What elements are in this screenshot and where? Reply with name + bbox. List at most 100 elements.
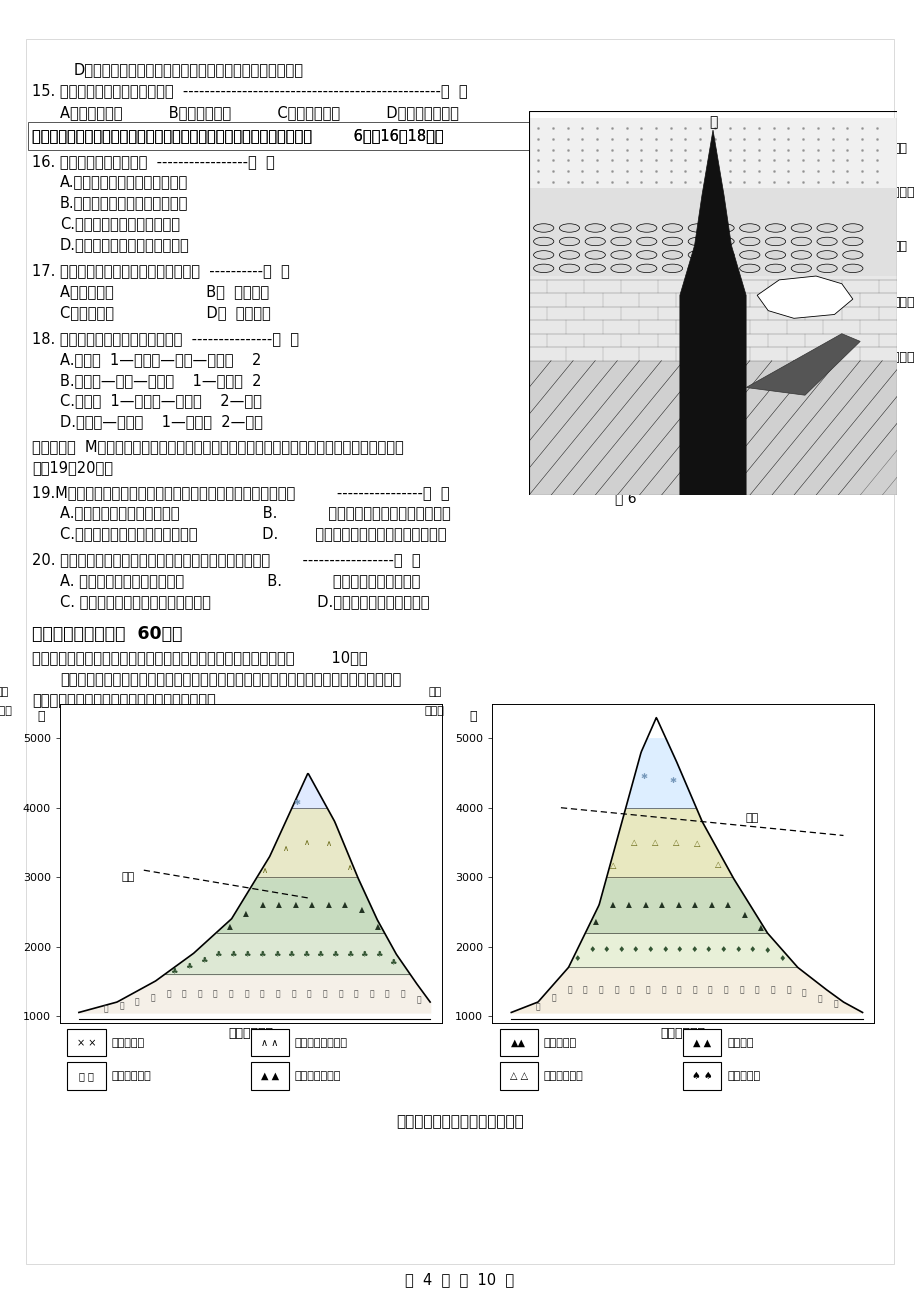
Text: △: △ xyxy=(630,838,637,847)
Text: ▲: ▲ xyxy=(276,900,282,909)
Text: 千 千: 千 千 xyxy=(79,1071,94,1081)
Ellipse shape xyxy=(584,224,605,232)
Text: 热带稀树草原带: 热带稀树草原带 xyxy=(294,1071,341,1081)
Ellipse shape xyxy=(636,224,656,232)
Text: 二、综合分析题（共  60分）: 二、综合分析题（共 60分） xyxy=(32,625,182,644)
Text: ♦: ♦ xyxy=(748,946,755,955)
Ellipse shape xyxy=(610,237,630,246)
Ellipse shape xyxy=(687,250,708,259)
Text: 高山草原、草甸带: 高山草原、草甸带 xyxy=(294,1037,347,1048)
Ellipse shape xyxy=(713,265,733,272)
Ellipse shape xyxy=(816,265,836,272)
Text: ♣: ♣ xyxy=(185,962,192,969)
X-axis label: 乙（南半球）: 乙（南半球） xyxy=(660,1027,705,1040)
Text: ♦: ♦ xyxy=(661,946,668,955)
Text: 雪线: 雪线 xyxy=(121,872,135,882)
Ellipse shape xyxy=(559,265,579,272)
Text: ▲: ▲ xyxy=(675,900,681,909)
Text: ▲: ▲ xyxy=(757,924,763,932)
Ellipse shape xyxy=(662,237,682,246)
Text: ▲: ▲ xyxy=(358,904,364,913)
Text: 千: 千 xyxy=(401,989,405,998)
Text: 回答19～20题。: 回答19～20题。 xyxy=(32,460,113,476)
Ellipse shape xyxy=(687,265,708,272)
Ellipse shape xyxy=(533,224,553,232)
Text: ∧: ∧ xyxy=(283,844,289,853)
Text: 千: 千 xyxy=(416,995,421,1003)
Text: 千: 千 xyxy=(385,989,390,998)
Text: ▲▲: ▲▲ xyxy=(511,1037,526,1048)
Text: B.石灰岩—砂岩—岩浆岩    1—岩浆岩  2: B.石灰岩—砂岩—岩浆岩 1—岩浆岩 2 xyxy=(60,373,261,388)
Text: 千: 千 xyxy=(739,985,743,994)
Text: ▲: ▲ xyxy=(325,900,331,909)
Bar xyxy=(499,1029,538,1057)
Text: （六）地质剖面图能示意局部地区岩层形成的时间顺序及地质构造。读图         6回答16～18题。: （六）地质剖面图能示意局部地区岩层形成的时间顺序及地质构造。读图 6回答16～1… xyxy=(32,128,443,143)
Ellipse shape xyxy=(610,250,630,259)
Text: 千: 千 xyxy=(276,989,280,998)
Ellipse shape xyxy=(559,224,579,232)
Text: 图 6: 图 6 xyxy=(614,491,636,506)
Text: △: △ xyxy=(694,839,700,848)
Text: （米）: （米） xyxy=(425,706,445,717)
Text: ♠ ♠: ♠ ♠ xyxy=(691,1071,711,1081)
Text: 18. 图示岩石形成的先后顺序可能是  ---------------（  ）: 18. 图示岩石形成的先后顺序可能是 ---------------（ ） xyxy=(32,331,299,347)
Ellipse shape xyxy=(687,224,708,232)
Text: 针叶林带: 针叶林带 xyxy=(726,1037,753,1048)
Text: 石灰岩: 石灰岩 xyxy=(891,296,913,309)
Text: A.零部件的运输成本相对较低                  B.           产品技术要求高，需要多国合作: A.零部件的运输成本相对较低 B. 产品技术要求高，需要多国合作 xyxy=(60,506,450,521)
Text: 热带雨林带: 热带雨林带 xyxy=(726,1071,759,1081)
Text: 千: 千 xyxy=(598,985,603,994)
Text: 高寒荒漠带: 高寒荒漠带 xyxy=(543,1037,576,1048)
Text: D.石灰岩—岩浆岩    1—岩浆岩  2—砂岩: D.石灰岩—岩浆岩 1—岩浆岩 2—砂岩 xyxy=(60,414,263,430)
Ellipse shape xyxy=(739,265,759,272)
Bar xyxy=(528,276,896,361)
Ellipse shape xyxy=(765,250,785,259)
Text: ▲ ▲: ▲ ▲ xyxy=(692,1037,710,1048)
Text: 千: 千 xyxy=(614,985,618,994)
X-axis label: 甲（北半球）: 甲（北半球） xyxy=(228,1027,273,1040)
Ellipse shape xyxy=(610,265,630,272)
Text: ♣: ♣ xyxy=(301,949,309,958)
Polygon shape xyxy=(745,334,859,395)
Text: ▲: ▲ xyxy=(642,900,648,909)
Text: ∧: ∧ xyxy=(346,863,352,872)
Text: C.矿物晶体颗粒细小，多气孔: C.矿物晶体颗粒细小，多气孔 xyxy=(60,216,179,232)
Ellipse shape xyxy=(842,237,862,246)
Bar xyxy=(528,188,896,276)
Bar xyxy=(250,1029,289,1057)
Ellipse shape xyxy=(739,237,759,246)
Text: 千: 千 xyxy=(354,989,358,998)
Text: ♦: ♦ xyxy=(573,954,581,963)
Text: ♦: ♦ xyxy=(587,946,596,955)
Ellipse shape xyxy=(713,237,733,246)
Ellipse shape xyxy=(636,237,656,246)
Text: 两座山脉自然带垂直分布示意图: 两座山脉自然带垂直分布示意图 xyxy=(396,1114,523,1130)
Text: ▲: ▲ xyxy=(741,909,747,919)
Text: ♣: ♣ xyxy=(170,967,177,976)
Text: 海拔: 海拔 xyxy=(428,687,441,697)
Ellipse shape xyxy=(533,265,553,272)
Text: D．衡量三个国家城市化水平的最重要指标是城市人口数量: D．衡量三个国家城市化水平的最重要指标是城市人口数量 xyxy=(74,63,303,78)
Ellipse shape xyxy=(790,237,811,246)
Ellipse shape xyxy=(816,224,836,232)
Ellipse shape xyxy=(816,237,836,246)
Text: ♦: ♦ xyxy=(763,946,770,955)
Text: 千: 千 xyxy=(198,989,202,998)
Text: ♣: ♣ xyxy=(389,958,397,966)
Text: D.颗粒定向排列，具有片理构造: D.颗粒定向排列，具有片理构造 xyxy=(60,237,189,253)
Ellipse shape xyxy=(790,250,811,259)
Ellipse shape xyxy=(662,224,682,232)
Text: 千: 千 xyxy=(583,985,587,994)
Ellipse shape xyxy=(636,250,656,259)
Text: △: △ xyxy=(715,860,721,869)
Text: 千: 千 xyxy=(182,989,187,998)
Text: （米）: （米） xyxy=(0,706,13,717)
Text: ✱: ✱ xyxy=(668,777,675,784)
Text: 甲: 甲 xyxy=(708,115,717,129)
Bar xyxy=(499,1062,538,1089)
Text: 千: 千 xyxy=(291,989,296,998)
Text: △: △ xyxy=(673,838,679,847)
Ellipse shape xyxy=(584,237,605,246)
Text: 千: 千 xyxy=(723,985,728,994)
Ellipse shape xyxy=(687,237,708,246)
